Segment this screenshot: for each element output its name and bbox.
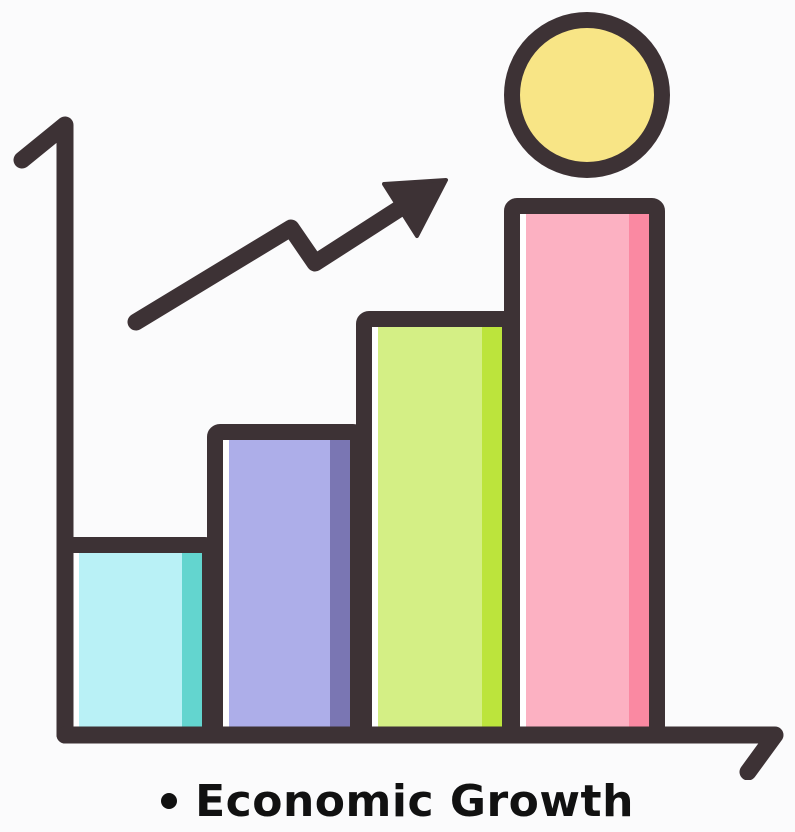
x-axis [56, 726, 784, 780]
caption: Economic Growth [0, 770, 795, 832]
caption-text: Economic Growth [195, 775, 634, 827]
trend-arrow-line [127, 189, 425, 331]
bar-1 [57, 537, 218, 743]
coin-icon [504, 12, 670, 178]
trend-arrow-head [382, 178, 448, 238]
y-axis [13, 116, 74, 744]
bar-2 [207, 424, 366, 743]
bar-4 [504, 198, 665, 743]
economic-growth-illustration [13, 12, 784, 780]
bullet-icon [161, 793, 178, 809]
bar-3 [356, 311, 518, 743]
